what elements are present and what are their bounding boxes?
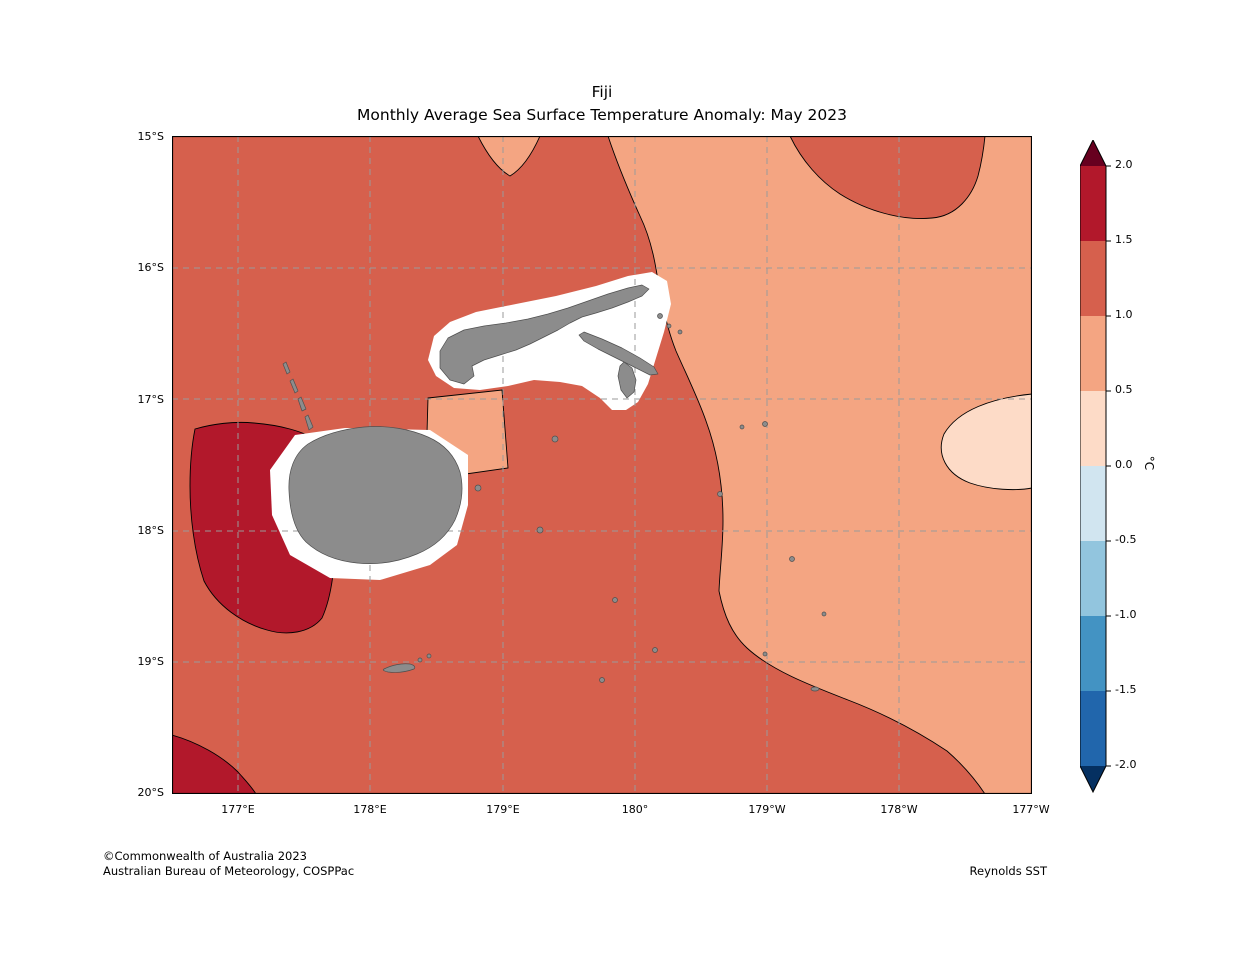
islet [417,657,423,663]
footer-organisation: Australian Bureau of Meteorology, COSPPa… [103,864,355,878]
islet-chain-northwest [282,361,314,431]
islet [652,647,658,653]
colorbar-label-1p5: 1.5 [1115,233,1133,246]
islet [717,491,723,497]
colorbar-unit-label: °C [1142,455,1157,471]
islands [282,284,827,692]
islet [762,421,768,427]
map-frame [172,136,1032,794]
islet [762,651,768,657]
colorbar [1080,140,1114,796]
island-small-east [617,361,637,399]
colorbar-band-1p0-1p5 [1080,241,1106,316]
islet [821,611,827,617]
colorbar-band-0p5-1p0 [1080,316,1106,391]
colorbar-label-1p0: 1.0 [1115,308,1133,321]
islet-chain-south [382,663,416,673]
lat-tick-20s: 20°S [137,786,164,799]
colorbar-band-0p0-0p5 [1080,391,1106,466]
figure-title: Fiji [591,83,613,101]
colorbar-label-m2p0: -2.0 [1115,758,1137,771]
island-large-north [439,284,650,385]
islet [666,323,672,329]
island-large-southwest [288,426,463,564]
islet [739,424,745,430]
islet [677,329,683,335]
lon-tick-178w: 178°W [880,803,918,816]
anomaly-region-1p5-2p0-southwest-corner [172,734,257,794]
anomaly-region-0p5-1p0-northeast [607,136,1032,794]
colorbar-label-0p0: 0.0 [1115,458,1133,471]
anomaly-region-0p5-1p0-top-wedge [477,136,541,177]
colorbar-band-m1p5-m1p0 [1080,616,1106,691]
islet [810,686,820,692]
lon-tick-179w: 179°W [748,803,786,816]
lon-tick-177w: 177°W [1012,803,1050,816]
anomaly-region-0p0-0p5-east-pocket [940,393,1032,491]
anomaly-region-1p0-1p5-north-lobe [789,136,986,219]
figure-title-block: Fiji Monthly Average Sea Surface Tempera… [172,81,1032,127]
lat-tick-18s: 18°S [137,524,164,537]
colorbar-band-1p5-2p0 [1080,166,1106,241]
colorbar-svg [1080,140,1111,794]
colorbar-label-m0p5: -0.5 [1115,533,1137,546]
lat-tick-16s: 16°S [137,261,164,274]
lat-tick-15s: 15°S [137,130,164,143]
colorbar-extend-over [1080,140,1106,166]
sst-anomaly-map [172,136,1032,794]
colorbar-label-m1p5: -1.5 [1115,683,1137,696]
islet [599,677,605,683]
lon-tick-180: 180° [621,803,649,816]
islet [426,653,432,659]
footer-copyright: ©Commonwealth of Australia 2023 [103,849,308,863]
islet [657,313,663,319]
colorbar-band-m0p5-0p0 [1080,466,1106,541]
islet [789,556,795,562]
islet [474,484,482,492]
lon-tick-177e: 177°E [221,803,255,816]
colorbar-label-2p0: 2.0 [1115,158,1133,171]
islet [536,526,544,534]
lat-tick-19s: 19°S [137,655,164,668]
lon-tick-178e: 178°E [353,803,387,816]
colorbar-ticks [1106,165,1111,767]
map-svg [172,136,1032,794]
island-peninsula [578,331,659,376]
islands-outline-group [282,284,827,692]
colorbar-band-m1p0-m0p5 [1080,541,1106,616]
colorbar-extend-under [1080,766,1106,792]
islet [612,597,618,603]
figure-subtitle: Monthly Average Sea Surface Temperature … [357,106,847,124]
islet [551,435,559,443]
lat-tick-17s: 17°S [137,393,164,406]
lon-tick-179e: 179°E [486,803,520,816]
colorbar-label-0p5: 0.5 [1115,383,1133,396]
colorbar-label-m1p0: -1.0 [1115,608,1137,621]
colorbar-band-m2p0-m1p5 [1080,691,1106,766]
footer-data-source: Reynolds SST [969,864,1047,878]
